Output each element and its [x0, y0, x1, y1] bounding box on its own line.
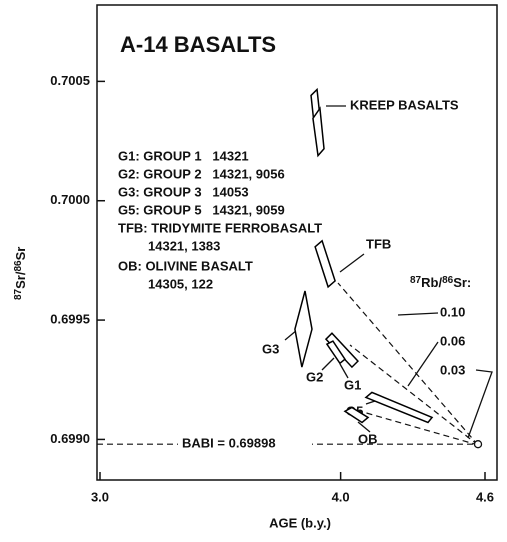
- leader: [397, 312, 439, 316]
- annotation: G1: [344, 377, 361, 392]
- leader: [339, 363, 349, 379]
- label-part: 87: [410, 275, 422, 286]
- x-tick-label: 4.6: [476, 489, 494, 504]
- label: 87Sr/86Sr: [13, 247, 29, 300]
- label-part: Sr/: [13, 271, 28, 289]
- error-box: [312, 106, 325, 158]
- label-part: 86: [13, 260, 24, 272]
- label: 87Rb/86Sr:: [410, 275, 471, 291]
- x-tick-label: 4.0: [332, 489, 350, 504]
- y-tick-label: 0.7000: [50, 192, 90, 207]
- label-part: 86: [442, 275, 454, 286]
- leader: [357, 421, 371, 433]
- annotation: OB: [358, 431, 378, 446]
- legend-entry: G1: GROUP 1 14321: [118, 148, 249, 163]
- legend-entry: G5: GROUP 5 14321, 9059: [118, 202, 285, 217]
- annotation: 0.03: [440, 362, 465, 377]
- evolution-line: [349, 344, 479, 446]
- x-axis-label: AGE (b.y.): [269, 515, 331, 530]
- error-box: [314, 239, 336, 289]
- label-part: Sr: [13, 247, 28, 261]
- babi-label: BABI = 0.69898: [182, 436, 276, 451]
- legend-entry: G3: GROUP 3 14053: [118, 184, 249, 199]
- chart-title: A-14 BASALTS: [120, 32, 276, 57]
- error-box: [343, 406, 370, 424]
- label-part: 87: [13, 288, 24, 300]
- legend-entry: G2: GROUP 2 14321, 9056: [118, 166, 285, 181]
- label-bg: [178, 435, 312, 454]
- annotation: G3: [262, 341, 279, 356]
- legend-entry: 14321, 1383: [148, 238, 220, 253]
- annotation: TFB: [366, 236, 391, 251]
- leader: [339, 253, 365, 273]
- leader: [467, 369, 493, 439]
- y-tick-label: 0.6990: [50, 431, 90, 446]
- label-part: Rb/: [421, 275, 442, 290]
- y-tick-label: 0.6995: [50, 312, 90, 327]
- annotation: G2: [306, 369, 323, 384]
- convergence-point: [473, 440, 483, 449]
- legend-entry: OB: OLIVINE BASALT: [118, 258, 253, 273]
- annotation: 0.06: [440, 333, 465, 348]
- label-part: Sr:: [453, 275, 471, 290]
- leader: [407, 341, 439, 387]
- error-box: [325, 340, 346, 365]
- x-tick-label: 3.0: [91, 489, 109, 504]
- y-tick-label: 0.7005: [50, 73, 90, 88]
- evolution-line: [337, 282, 479, 446]
- leader: [321, 357, 335, 371]
- annotation: KREEP BASALTS: [350, 97, 459, 112]
- annotation: 0.10: [440, 304, 465, 319]
- error-box: [294, 290, 313, 368]
- evolution-line: [355, 409, 479, 446]
- plot-frame: [96, 4, 498, 481]
- error-box: [364, 391, 434, 424]
- legend-entry: 14305, 122: [148, 276, 213, 291]
- legend-entry: TFB: TRIDYMITE FERROBASALT: [118, 220, 322, 235]
